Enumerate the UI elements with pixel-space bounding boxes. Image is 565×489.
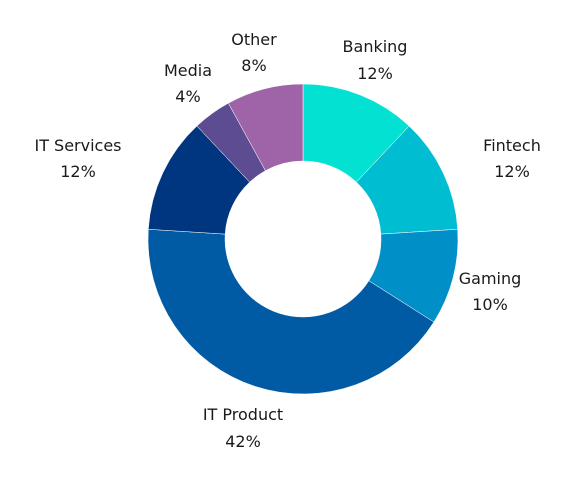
label-other-value: 8% [241, 56, 266, 75]
label-other-name: Other [231, 30, 277, 49]
label-fintech-name: Fintech [483, 136, 541, 155]
label-gaming-value: 10% [472, 295, 508, 314]
label-gaming-name: Gaming [459, 269, 522, 288]
slice-other [227, 83, 304, 171]
label-fintech-value: 12% [494, 162, 530, 181]
donut-slices [147, 83, 459, 395]
label-banking-value: 12% [357, 64, 393, 83]
label-it-product-name: IT Product [203, 405, 283, 424]
label-media-value: 4% [175, 87, 200, 106]
label-it-services-value: 12% [60, 162, 96, 181]
label-media-name: Media [164, 61, 212, 80]
label-it-product-value: 42% [225, 432, 261, 451]
label-banking-name: Banking [343, 37, 408, 56]
label-it-services-name: IT Services [34, 136, 121, 155]
slice-labels: Banking 12% Fintech 12% Gaming 10% IT Pr… [34, 30, 540, 451]
slice-it-product [147, 229, 435, 395]
